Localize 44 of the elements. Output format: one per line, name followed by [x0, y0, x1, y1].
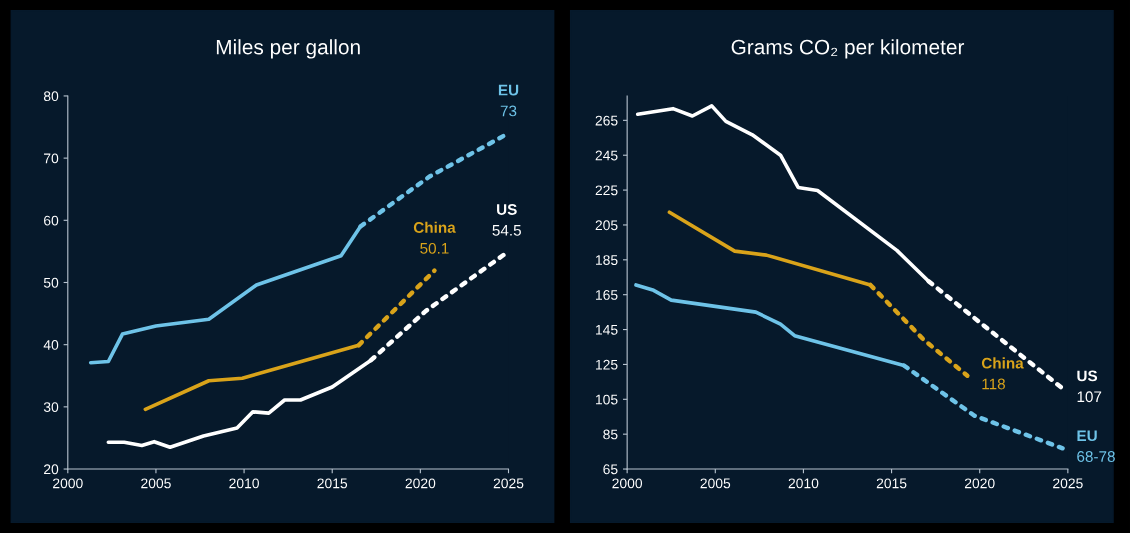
annotation: 50.1	[420, 242, 449, 254]
y-tick-label: 125	[596, 359, 618, 370]
annotation: 68-78	[1077, 451, 1115, 462]
x-tick-label: 2000	[53, 478, 83, 489]
x-tick-label: 2005	[141, 478, 171, 489]
series-label: China	[981, 357, 1024, 369]
x-tick-label: 2020	[964, 478, 995, 489]
y-tick-label: 165	[596, 290, 618, 300]
y-tick-label: 65	[603, 464, 618, 475]
y-tick-label: 225	[595, 185, 618, 196]
annotation: 73	[500, 105, 517, 117]
series-label: EU	[1077, 430, 1097, 442]
y-tick-label: 85	[603, 429, 618, 440]
text: China	[413, 221, 456, 233]
x-tick-label: 2020	[405, 478, 436, 489]
y-tick-label: 185	[596, 255, 618, 265]
y-tick-label: 205	[595, 220, 618, 231]
x-tick-label: 2015	[317, 478, 348, 489]
series-label: US	[1077, 370, 1098, 382]
x-tick-label: 2010	[229, 478, 259, 489]
annotation: 107	[1077, 391, 1102, 403]
annotation: 54.5	[492, 225, 521, 236]
chart-title: Grams CO₂ per kilometer	[731, 39, 965, 59]
y-tick-label: 50	[43, 277, 59, 288]
y-tick-label: 70	[44, 153, 59, 164]
y-tick-label: 245	[595, 150, 618, 161]
x-tick-label: 2010	[788, 478, 819, 489]
y-tick-label: 60	[44, 215, 59, 226]
y-tick-label: 80	[43, 91, 59, 102]
x-tick-label: 2015	[876, 478, 907, 489]
y-tick-label: 265	[595, 115, 618, 126]
text: US	[497, 204, 517, 215]
text: EU	[498, 84, 519, 96]
y-tick-label: 145	[596, 325, 618, 335]
y-tick-label: 20	[44, 464, 59, 475]
x-tick-label: 2000	[612, 478, 643, 489]
annotation: 118	[982, 378, 1005, 390]
y-tick-label: 105	[596, 394, 618, 405]
x-tick-label: 2025	[493, 478, 524, 489]
chart-title: Miles per gallon	[216, 39, 360, 59]
x-tick-label: 2025	[1053, 478, 1083, 489]
x-tick-label: 2005	[700, 478, 731, 489]
y-tick-label: 30	[43, 402, 59, 413]
y-tick-label: 40	[43, 340, 59, 350]
